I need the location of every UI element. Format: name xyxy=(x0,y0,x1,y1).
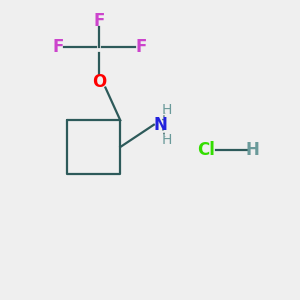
Text: Cl: Cl xyxy=(197,141,215,159)
Text: F: F xyxy=(94,12,105,30)
Text: N: N xyxy=(154,116,167,134)
Text: H: H xyxy=(246,141,260,159)
Text: H: H xyxy=(161,133,172,147)
Text: O: O xyxy=(92,73,106,91)
Text: F: F xyxy=(135,38,147,56)
Text: H: H xyxy=(161,103,172,117)
Text: F: F xyxy=(52,38,64,56)
